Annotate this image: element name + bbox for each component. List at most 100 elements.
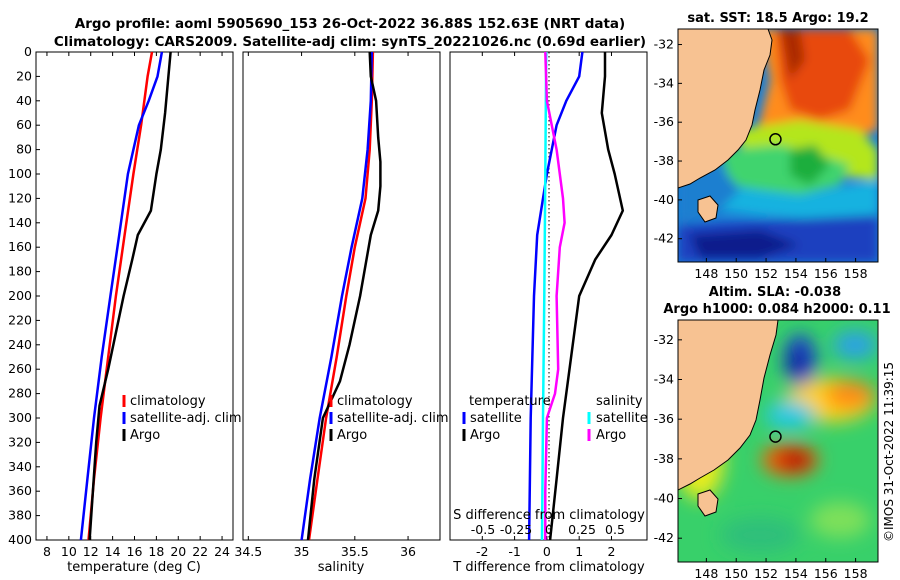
sst-cyan-band [720, 180, 878, 220]
depth-tick-label: 240 [8, 337, 32, 352]
map-lon-label: 158 [844, 266, 868, 281]
difference-xtick-label: -1 [508, 544, 520, 559]
temperature-xtick-label: 24 [214, 544, 230, 559]
depth-tick-label: 180 [8, 264, 32, 279]
map-lat-label: -38 [654, 153, 674, 168]
difference-line-salinity-satellite [540, 51, 548, 541]
depth-tick-label: 60 [16, 117, 32, 132]
argo-float-marker [769, 133, 782, 146]
figure-title-line1: Argo profile: aoml 5905690_153 26-Oct-20… [75, 16, 625, 32]
salinity-xtick-label: 34.5 [234, 544, 262, 559]
sla-map-title: Altim. SLA: -0.038 [709, 285, 841, 300]
map-lon-label: 150 [724, 266, 748, 281]
s-difference-ticklabel: 0 [545, 522, 553, 537]
depth-tick-label: 340 [8, 459, 32, 474]
temperature-xtick-label: 20 [170, 544, 186, 559]
depth-tick-label: 140 [8, 215, 32, 230]
sla-high-core [825, 381, 875, 409]
s-difference-label: S difference from climatology [453, 508, 645, 523]
difference-lines [527, 51, 625, 541]
sla-south-green [720, 517, 800, 553]
difference-line-temperature-satellite [527, 51, 584, 541]
map-lat-label: -36 [654, 114, 674, 129]
difference-line-temperature-argo [548, 52, 625, 541]
imos-timestamp: ©IMOS 31-Oct-2022 11:39:15 [882, 362, 896, 542]
map-lat-label: -32 [654, 37, 674, 52]
map-lon-label: 152 [754, 266, 778, 281]
temperature-axes [35, 51, 234, 541]
legend-climatology-label: climatology [130, 394, 206, 409]
difference-xtick-label: 1 [575, 544, 583, 559]
sla-map: Altim. SLA: -0.038 Argo h1000: 0.084 h20… [654, 285, 891, 580]
depth-tick-label: 280 [8, 386, 32, 401]
map-lat-label: -42 [654, 231, 674, 246]
argo-float-marker [769, 430, 782, 443]
map-lon-label: 148 [694, 566, 718, 580]
temperature-line-argo [88, 51, 172, 541]
map-lon-label: 154 [784, 566, 808, 580]
map-lon-label: 150 [724, 566, 748, 580]
temperature-xtick-label: 16 [127, 544, 143, 559]
legend-t-satellite-label: satellite [470, 411, 522, 426]
temperature-xlabel: temperature (deg C) [67, 560, 201, 575]
depth-tick-label: 120 [8, 190, 32, 205]
figure-title-line2: Climatology: CARS2009. Satellite-adj cli… [54, 34, 646, 50]
temperature-legend: climatology satellite-adj. clim Argo [122, 394, 242, 443]
depth-tick-label: 220 [8, 312, 32, 327]
legend-salinity-title: salinity [596, 394, 643, 409]
map-lat-label: -42 [654, 530, 674, 545]
legend-satellite-label: satellite-adj. clim [130, 411, 242, 426]
depth-tick-label: 160 [8, 239, 32, 254]
tasmania-land [697, 195, 719, 223]
depth-tick-label: 20 [16, 68, 32, 83]
temperature-xtick-label: 10 [61, 544, 77, 559]
salinity-legend: climatology satellite-adj. clim Argo [329, 394, 449, 443]
salinity-lines [300, 51, 382, 541]
sst-map-title: sat. SST: 18.5 Argo: 19.2 [687, 11, 868, 26]
temperature-xtick-label: 8 [43, 544, 51, 559]
temperature-xtick-label: 22 [192, 544, 208, 559]
salinity-line-argo [306, 51, 382, 541]
legend-temperature-title: temperature [469, 394, 551, 409]
temperature-line-satellite-adj-clim [79, 51, 164, 541]
depth-tick-label: 0 [24, 44, 32, 59]
depth-tick-label: 40 [16, 93, 32, 108]
depth-tick-label: 200 [8, 288, 32, 303]
temperature-x-axis: 8 10 12 14 16 18 20 22 24 [43, 52, 230, 559]
map-lat-label: -40 [654, 192, 674, 207]
depth-tick-label: 80 [16, 142, 32, 157]
map-lon-label: 152 [754, 566, 778, 580]
s-difference-ticklabel: -0.5 [471, 522, 495, 537]
map-lon-label: 148 [694, 266, 718, 281]
salinity-xtick-label: 35.5 [341, 544, 369, 559]
s-difference-ticklabel: 0.25 [568, 522, 596, 537]
s-difference-ticklabel: 0.5 [605, 522, 625, 537]
tasmania-land [697, 489, 719, 517]
sla-map-subtitle: Argo h1000: 0.084 h2000: 0.11 [663, 302, 890, 317]
sst-hot-spot [780, 29, 805, 80]
difference-xtick-label: 0 [543, 544, 551, 559]
map-lat-label: -34 [654, 75, 674, 90]
depth-tick-label: 260 [8, 361, 32, 376]
map-lat-label: -32 [654, 332, 674, 347]
sst-map: sat. SST: 18.5 Argo: 19.2 148 150 152 154 15… [654, 11, 879, 281]
sla-warm-core [777, 449, 813, 471]
sla-map-frame [677, 319, 879, 563]
difference-xtick-label: 2 [607, 544, 615, 559]
sla-cyan-eddy [765, 401, 815, 429]
legend-satellite-label: satellite-adj. clim [337, 411, 449, 426]
sst-cold-core [690, 230, 800, 258]
sla-map-axes: 148 150 152 154 156 158 -32 -34 -36 -38 -40 -42 [654, 332, 868, 580]
sla-blue-patch [833, 331, 877, 359]
temperature-xtick-label: 14 [105, 544, 121, 559]
difference-panel: -2 -1 0 1 2 S difference from climatology -0… [449, 51, 648, 575]
depth-tick-label: 300 [8, 410, 32, 425]
salinity-xtick-label: 36 [400, 544, 416, 559]
map-lat-label: -34 [654, 372, 674, 387]
sst-map-axes: 148 150 152 154 156 158 -32 -34 -36 -38 -40 -42 [654, 37, 868, 281]
map-lon-label: 156 [814, 266, 838, 281]
temperature-xtick-label: 18 [148, 544, 164, 559]
sst-field [678, 29, 878, 262]
map-lat-label: -36 [654, 411, 674, 426]
